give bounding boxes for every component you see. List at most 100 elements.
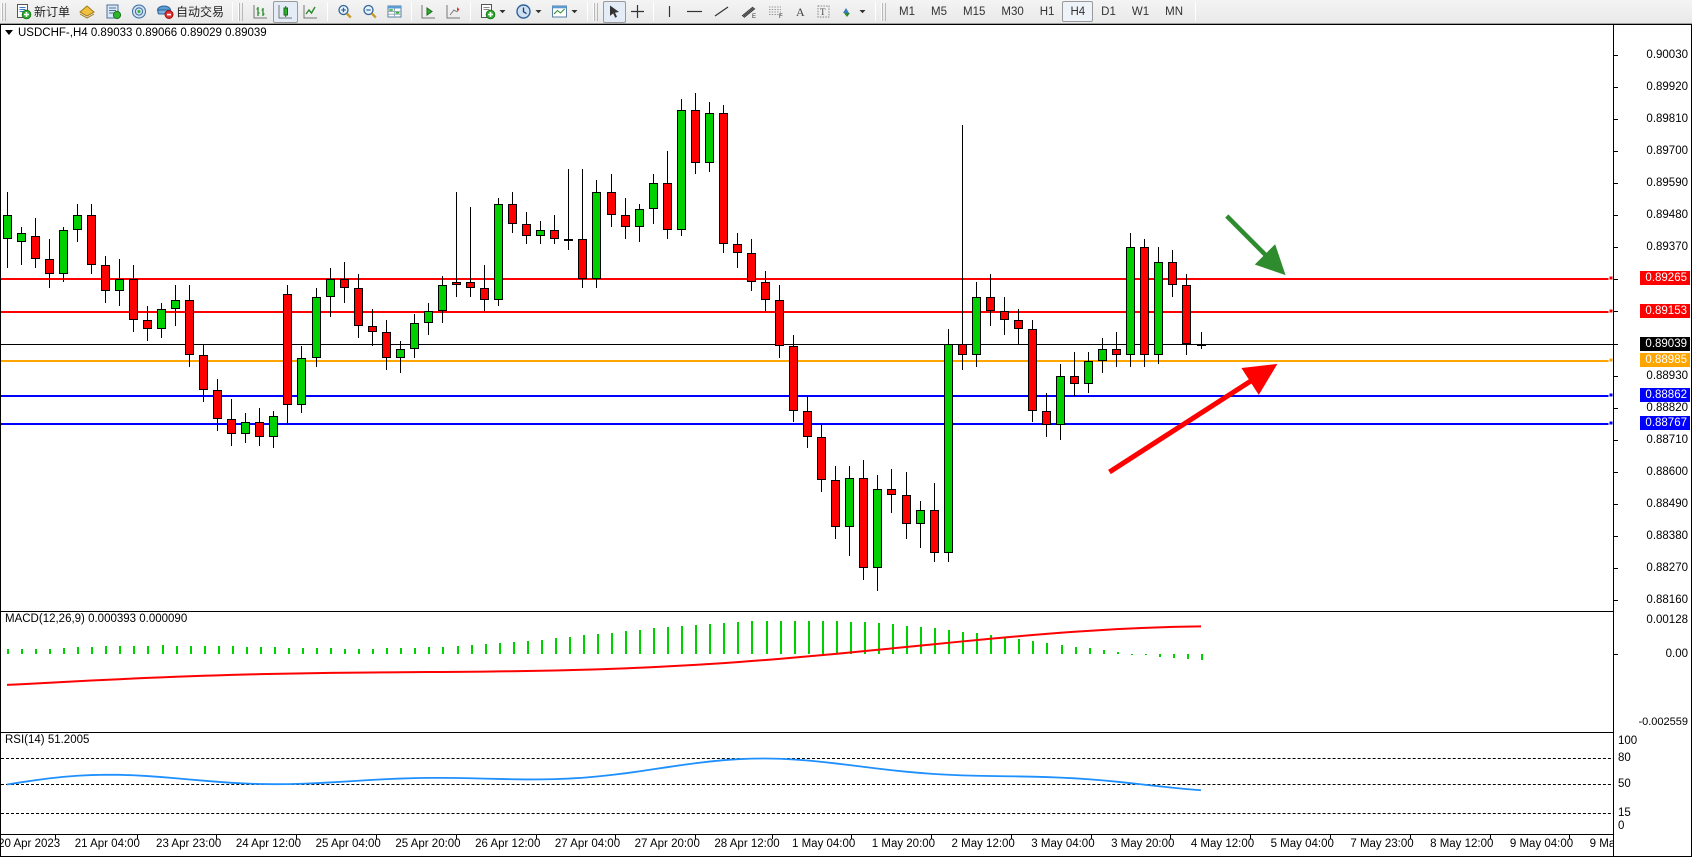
macd-histogram-bar xyxy=(147,645,150,654)
macd-histogram-bar xyxy=(442,646,445,654)
chart-type-grip[interactable] xyxy=(238,2,246,21)
text-label-icon: T xyxy=(817,5,830,18)
bar-chart-icon xyxy=(253,5,268,19)
price-axis-label: 0.88380 xyxy=(1646,529,1688,542)
macd-pane[interactable]: MACD(12,26,9) 0.000393 0.000090 xyxy=(1,612,1691,732)
rsi-pane[interactable]: RSI(14) 51.2005 xyxy=(1,733,1691,836)
price-tag-0.88985[interactable]: 0.88985 xyxy=(1640,352,1690,367)
data-grid-button[interactable] xyxy=(382,1,407,23)
chart-shift-icon xyxy=(421,5,436,19)
period-button[interactable] xyxy=(511,1,547,23)
candle xyxy=(480,264,490,312)
timeframe-button-m15[interactable]: M15 xyxy=(963,5,986,18)
terminal-button[interactable] xyxy=(74,1,100,23)
new-order-button[interactable]: 新订单 xyxy=(11,1,74,23)
candle-wick xyxy=(919,500,921,548)
timeframe-button-m5[interactable]: M5 xyxy=(931,5,947,18)
vertical-line-button[interactable] xyxy=(658,1,681,23)
candle-body xyxy=(269,416,279,437)
candle xyxy=(887,468,897,513)
toolbar-grip[interactable] xyxy=(1,2,8,21)
level-line-pivot[interactable] xyxy=(1,359,1615,362)
chevron-down-icon[interactable] xyxy=(534,7,543,16)
timeframe-button-d1[interactable]: D1 xyxy=(1101,5,1116,18)
collapse-triangle-icon[interactable] xyxy=(5,30,13,35)
data-window-button[interactable] xyxy=(100,1,126,23)
price-pane[interactable]: USDCHF-,H4 0.89033 0.89066 0.89029 0.890… xyxy=(1,25,1691,611)
candle-body xyxy=(437,285,447,312)
candlestick-chart-button[interactable] xyxy=(273,0,299,23)
timeframe-button-m1[interactable]: M1 xyxy=(899,5,916,18)
time-axis-label: 21 Apr 04:00 xyxy=(74,838,140,850)
price-tag-0.89153[interactable]: 0.89153 xyxy=(1640,303,1690,318)
text-button[interactable]: A xyxy=(789,1,812,23)
navigator-button[interactable] xyxy=(126,1,152,23)
timeframe-button-h4[interactable]: H4 xyxy=(1062,1,1094,22)
pane-divider-2[interactable] xyxy=(1,732,1691,733)
price-tag-0.88767[interactable]: 0.88767 xyxy=(1640,416,1690,431)
equidistant-channel-button[interactable]: E xyxy=(735,1,762,23)
macd-histogram-bar xyxy=(779,620,782,654)
candle-body xyxy=(901,495,911,525)
candle-body xyxy=(929,509,939,554)
candle xyxy=(873,474,883,592)
chevron-down-icon[interactable] xyxy=(570,7,579,16)
timeframe-button-h1[interactable]: H1 xyxy=(1039,5,1055,18)
price-axis[interactable]: 0.90030 0.89920 0.89810 0.89700 0.89590 0.894… xyxy=(1613,25,1691,856)
new-chart-button[interactable] xyxy=(475,1,511,23)
candle xyxy=(367,308,377,347)
drawing-grip[interactable] xyxy=(593,2,601,21)
cursor-tool-button[interactable] xyxy=(603,0,627,23)
candle xyxy=(761,270,771,312)
candle xyxy=(1168,250,1178,297)
timeframe-button-mn[interactable]: MN xyxy=(1165,5,1183,18)
macd-histogram-bar xyxy=(456,645,459,654)
level-line-resistance-1[interactable] xyxy=(1,277,1615,280)
macd-histogram-bar xyxy=(990,635,993,654)
pane-divider-1[interactable] xyxy=(1,611,1691,612)
candle-body xyxy=(592,191,602,280)
price-axis-tick xyxy=(1614,183,1618,185)
trendline-button[interactable] xyxy=(708,1,735,23)
templates-button[interactable] xyxy=(547,1,583,23)
chart-area[interactable]: 0.90030 0.89920 0.89810 0.89700 0.89590 0.894… xyxy=(0,24,1692,857)
time-axis[interactable]: 20 Apr 2023 21 Apr 04:00 23 Apr 23:00 24 Ap… xyxy=(0,834,1691,856)
timeframe-grip[interactable] xyxy=(881,2,889,21)
timeframe-button-w1[interactable]: W1 xyxy=(1131,5,1150,18)
price-tag-0.89265[interactable]: 0.89265 xyxy=(1640,270,1690,285)
chevron-down-icon[interactable] xyxy=(498,7,507,16)
level-line-resistance-2[interactable] xyxy=(1,310,1615,313)
candle-body xyxy=(676,110,686,230)
toolbar-separator-5 xyxy=(587,2,589,21)
macd-histogram-bar xyxy=(498,643,501,654)
chart-shift-button[interactable] xyxy=(416,1,441,23)
timeframe-button-m30[interactable]: M30 xyxy=(1001,5,1024,18)
timeframe-group: M1 M5 M15 M30 H1 H4 D1 W1 MN xyxy=(891,1,1191,22)
toolbar-separator-6 xyxy=(653,2,655,21)
arrows-button[interactable] xyxy=(835,1,871,23)
text-label-button[interactable]: T xyxy=(812,1,835,23)
price-tag-0.89039[interactable]: 0.89039 xyxy=(1640,336,1690,351)
zoom-in-button[interactable] xyxy=(332,1,357,23)
macd-axis-label: -0.002559 xyxy=(1638,716,1688,728)
fibonacci-button[interactable]: F xyxy=(762,1,789,23)
chevron-down-icon[interactable] xyxy=(858,7,867,16)
candle xyxy=(466,206,476,297)
candle-body xyxy=(1126,247,1136,356)
line-chart-button[interactable] xyxy=(298,1,323,23)
crosshair-tool-button[interactable] xyxy=(626,1,649,23)
candle xyxy=(789,334,799,423)
zoom-out-button[interactable] xyxy=(357,1,382,23)
price-tag-0.88862[interactable]: 0.88862 xyxy=(1640,388,1690,403)
candle-body xyxy=(16,232,26,242)
macd-histogram-bar xyxy=(1186,654,1189,659)
candle xyxy=(1041,393,1051,437)
time-axis-tick xyxy=(1090,835,1092,839)
bar-chart-button[interactable] xyxy=(248,1,273,23)
candle xyxy=(100,256,110,303)
level-line-current-price[interactable] xyxy=(1,343,1615,345)
price-axis-tick xyxy=(1614,471,1618,473)
horizontal-line-button[interactable] xyxy=(681,1,708,23)
autotrading-button[interactable]: 自动交易 xyxy=(152,1,228,23)
auto-scroll-button[interactable] xyxy=(441,1,466,23)
